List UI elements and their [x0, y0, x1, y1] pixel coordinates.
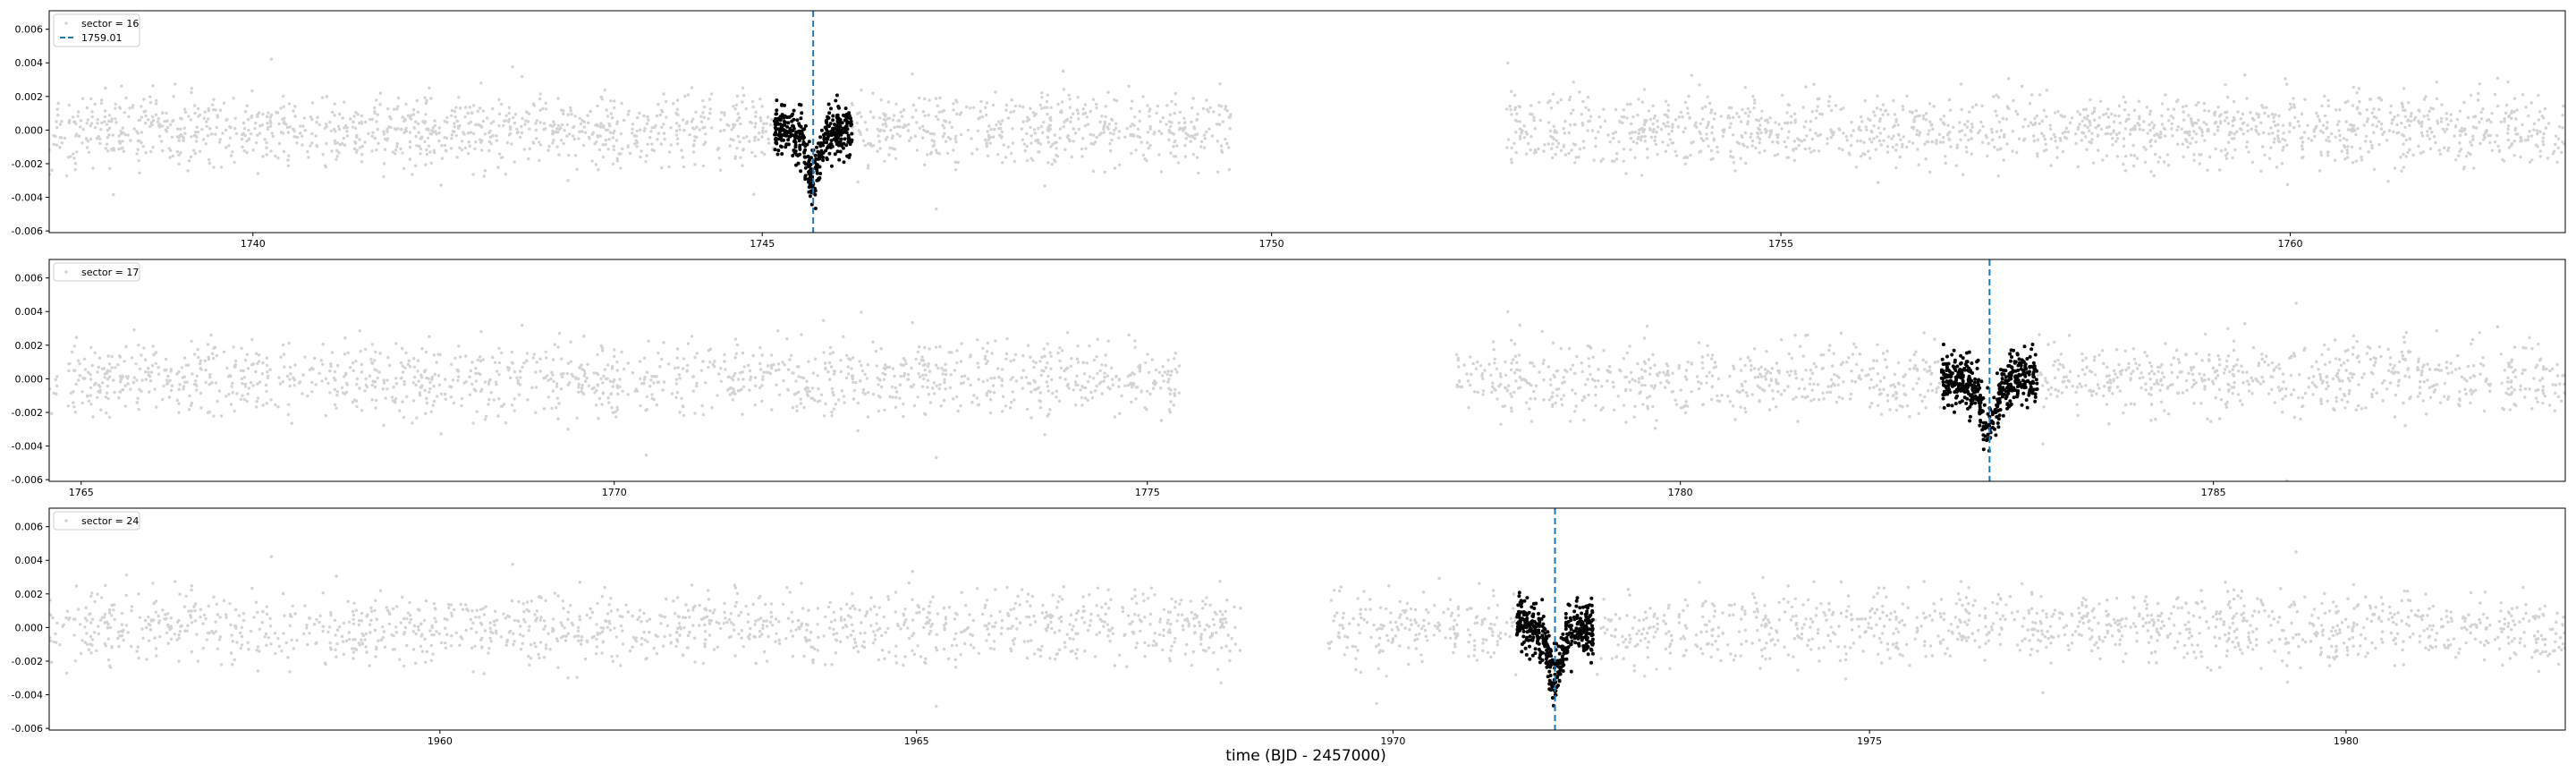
legend-transit-label: 1759.01 [81, 32, 123, 44]
y-tick-label: -0.002 [12, 158, 43, 170]
x-tick-label: 1745 [750, 238, 775, 250]
x-tick-label: 1980 [2334, 735, 2359, 747]
legend-marker-sector [64, 519, 68, 522]
y-tick-label: -0.006 [12, 474, 43, 486]
x-tick-label: 1970 [1380, 735, 1405, 747]
legend-marker-sector [64, 21, 68, 25]
y-tick-label: 0.000 [15, 124, 44, 136]
panel-sector-17: 0.006 0.004 0.002 0.000 -0.002 -0.004 -0.006 17… [12, 259, 2566, 498]
background-point-cloud [47, 58, 2566, 211]
y-tick-label: 0.004 [15, 555, 44, 566]
panel-sector-24: 0.006 0.004 0.002 0.000 -0.002 -0.004 -0.006 19… [12, 508, 2567, 747]
legend-sector-label: sector = 16 [81, 18, 139, 30]
y-tick-label: 0.000 [15, 373, 44, 385]
y-tick-label: 0.002 [15, 589, 44, 600]
x-tick-label: 1960 [428, 735, 453, 747]
y-tick-label: -0.002 [12, 656, 43, 667]
y-tick-label: -0.004 [12, 690, 43, 701]
x-tick-label: 1975 [1857, 735, 1882, 747]
x-tick-label: 1750 [1259, 238, 1284, 250]
y-tick-label: 0.004 [15, 306, 44, 318]
x-tick-label: 1770 [602, 487, 627, 498]
x-tick-label: 1785 [2201, 487, 2226, 498]
background-point-cloud [48, 550, 2566, 708]
y-tick-label: 0.002 [15, 91, 44, 103]
legend: sector = 16 1759.01 [54, 14, 140, 47]
legend: sector = 17 [54, 263, 140, 281]
x-tick-label: 1760 [2278, 238, 2303, 250]
x-tick-label: 1740 [241, 238, 266, 250]
y-tick-label: -0.004 [12, 192, 43, 204]
y-tick-label: 0.006 [15, 522, 44, 533]
y-tick-label: -0.004 [12, 441, 43, 453]
background-points [47, 58, 2566, 211]
legend-sector-label: sector = 17 [81, 267, 139, 278]
y-tick-label: 0.000 [15, 622, 44, 633]
x-tick-label: 1780 [1668, 487, 1693, 498]
x-tick-label: 1765 [69, 487, 94, 498]
legend-marker-sector [64, 270, 68, 274]
legend-sector-label: sector = 24 [81, 515, 139, 527]
y-tick-label: -0.006 [12, 225, 43, 237]
background-point-cloud [48, 302, 2566, 482]
y-tick-label: 0.006 [15, 24, 44, 36]
panel-sector-16: 0.006 0.004 0.002 0.000 -0.002 -0.004 -0.006 17… [12, 11, 2566, 250]
x-tick-label: 1965 [904, 735, 929, 747]
y-tick-label: 0.004 [15, 57, 44, 69]
axes-frame [49, 508, 2565, 730]
background-points [48, 550, 2566, 708]
y-tick-label: 0.002 [15, 340, 44, 352]
legend: sector = 24 [54, 512, 140, 530]
background-points [48, 302, 2566, 482]
x-tick-label: 1755 [1768, 238, 1793, 250]
x-axis-label: time (BJD - 2457000) [1225, 747, 1386, 765]
y-tick-label: -0.006 [12, 723, 43, 735]
y-tick-label: 0.006 [15, 273, 44, 285]
y-tick-label: -0.002 [12, 407, 43, 419]
x-tick-label: 1775 [1135, 487, 1160, 498]
